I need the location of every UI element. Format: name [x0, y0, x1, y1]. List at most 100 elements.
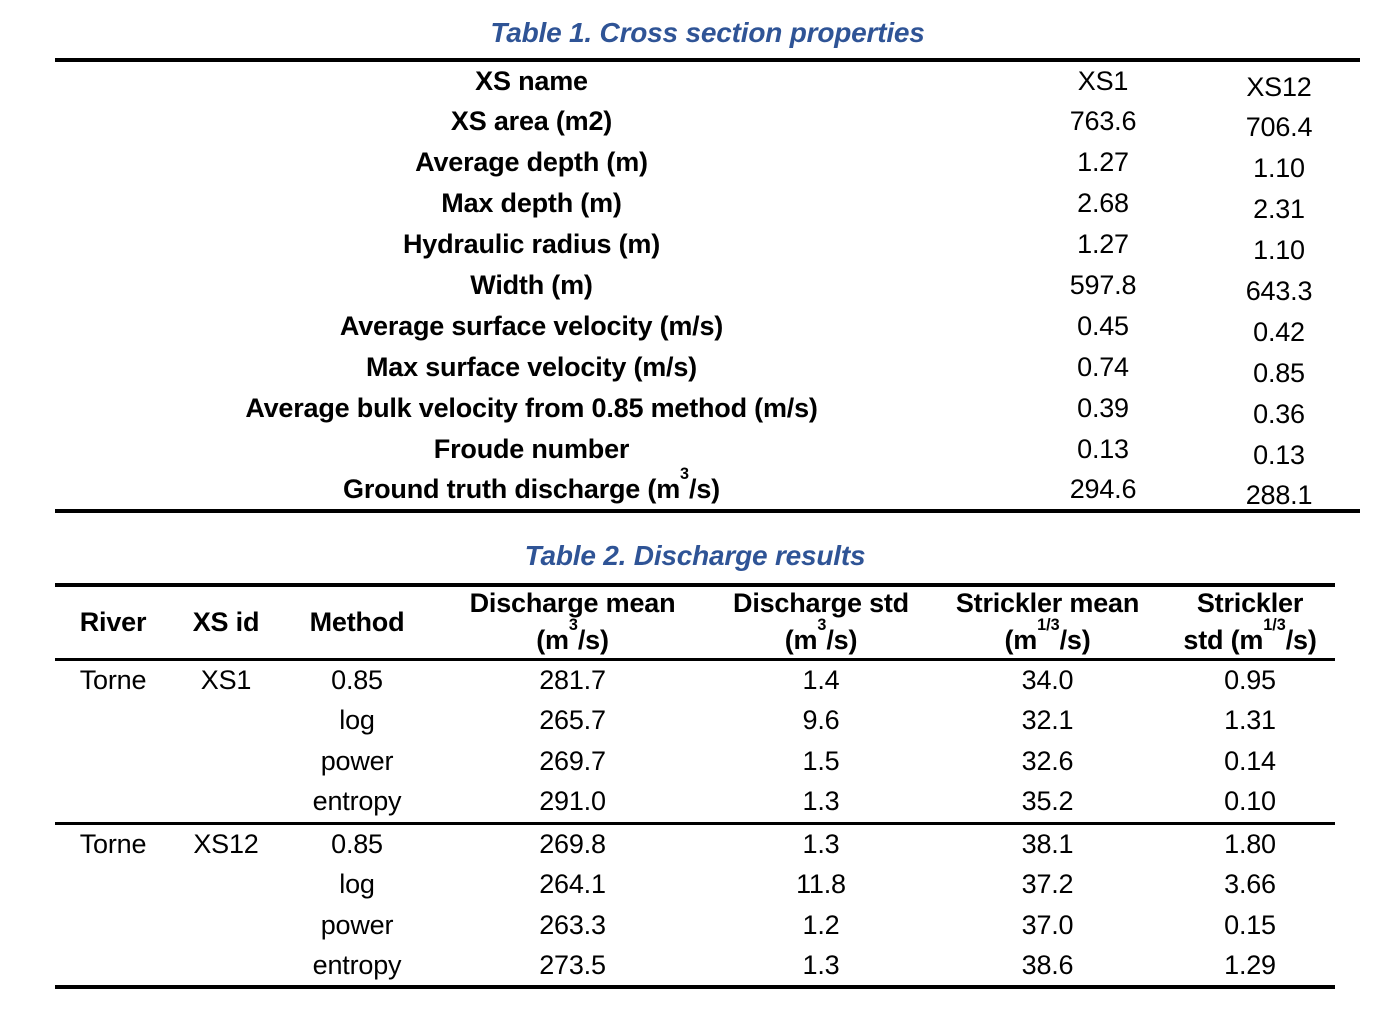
xs12-value-cell: 706.4	[1245, 112, 1313, 142]
cell-discharge-mean: 291.0	[539, 786, 606, 817]
cell-xs-id	[171, 741, 281, 782]
cell-discharge-mean: 269.8	[433, 821, 712, 864]
xs1-value-cell: 1.27	[1077, 147, 1129, 177]
header-row: River XS id Method Discharge mean (m3/s) …	[55, 585, 1335, 661]
cell-river	[55, 782, 171, 823]
table-row: Max surface velocity (m/s) 0.74 0.85	[55, 347, 1360, 388]
row-label-cell: Ground truth discharge (m3/s)	[343, 465, 720, 504]
xs1-value-cell: 0.13	[1077, 434, 1129, 464]
xs12-value-cell: 643.3	[1245, 276, 1313, 306]
cell-river: Torne	[55, 821, 171, 864]
cell-strickler-mean: 37.0	[1021, 910, 1074, 940]
row-label-cell: Average bulk velocity from 0.85 method (…	[245, 393, 818, 423]
cell-river	[55, 700, 171, 741]
row-label-cell: Hydraulic radius (m)	[402, 229, 661, 259]
cell-xs-id	[171, 864, 281, 905]
table-row: Average depth (m) 1.27 1.10	[55, 142, 1360, 183]
cell-strickler-mean: 32.1	[1021, 705, 1074, 735]
cell-strickler-mean: 35.2	[1021, 786, 1074, 817]
cell-strickler-std: 0.14	[1224, 746, 1276, 776]
cell-method: entropy	[312, 786, 402, 817]
cell-river	[55, 946, 171, 987]
row-label-cell: XS name	[475, 66, 588, 96]
row-label-cell: Froude number	[433, 434, 630, 464]
table-row: power 263.3 1.2 37.0 0.15	[55, 905, 1335, 946]
cell-discharge-std: 1.3	[712, 821, 930, 864]
xs12-value-cell: 0.13	[1253, 440, 1305, 470]
table-row: XS area (m2) 763.6 706.4	[55, 101, 1360, 142]
cell-strickler-std: 1.31	[1224, 705, 1276, 735]
xs12-value-cell: 1.10	[1253, 235, 1305, 265]
cell-river: Torne	[79, 664, 147, 695]
cell-method: 0.85	[331, 664, 383, 695]
xs1-value-cell: 2.68	[1077, 188, 1129, 218]
cell-strickler-std: 1.29	[1224, 950, 1276, 980]
table2-caption: Table 2. Discharge results	[524, 540, 866, 571]
cell-strickler-std: 0.95	[1224, 664, 1276, 695]
xs1-value-cell: 597.8	[1069, 270, 1137, 300]
cell-discharge-mean: 265.7	[539, 705, 606, 735]
cell-discharge-mean: 263.3	[539, 910, 606, 940]
table-row: entropy 273.5 1.3 38.6 1.29	[55, 946, 1335, 987]
table1-cross-section-properties: XS name XS1 XS12 XS area (m2) 763.6 706.…	[55, 58, 1360, 513]
cell-discharge-mean: 273.5	[539, 950, 606, 980]
cell-method: log	[339, 705, 375, 735]
cell-river	[55, 864, 171, 905]
table-row: log 264.1 11.8 37.2 3.66	[55, 864, 1335, 905]
cell-strickler-mean: 34.0	[1021, 664, 1074, 695]
cell-xs-id: XS1	[200, 664, 252, 695]
xs12-value-cell: 0.85	[1253, 358, 1305, 388]
cell-discharge-std: 1.2	[802, 910, 840, 940]
table-row: XS name XS1 XS12	[55, 60, 1360, 102]
cell-strickler-mean: 32.6	[1021, 746, 1074, 776]
cell-discharge-mean: 264.1	[539, 869, 606, 899]
cell-discharge-std: 11.8	[796, 869, 846, 899]
cell-discharge-mean: 281.7	[539, 664, 606, 695]
cell-strickler-mean: 38.1	[930, 821, 1165, 864]
cell-xs-id	[171, 700, 281, 741]
cell-strickler-std: 3.66	[1224, 869, 1276, 899]
cell-river	[55, 741, 171, 782]
xs1-value-cell: 1.27	[1077, 229, 1129, 259]
table2-discharge-results: River XS id Method Discharge mean (m3/s) …	[55, 583, 1335, 989]
table-row: power 269.7 1.5 32.6 0.14	[55, 741, 1335, 782]
xs1-value-cell: XS1	[1077, 66, 1129, 96]
xs1-value-cell: 763.6	[1069, 106, 1137, 136]
table-row: Max depth (m) 2.68 2.31	[55, 183, 1360, 224]
cell-method: 0.85	[281, 821, 433, 864]
row-label-cell: Average depth (m)	[415, 147, 648, 177]
cell-strickler-std: 0.15	[1224, 910, 1276, 940]
cell-xs-id	[171, 782, 281, 823]
cell-xs-id: XS12	[171, 821, 281, 864]
document-page: Table 1. Cross section properties XS nam…	[55, 17, 1360, 989]
xs12-value-cell: 0.36	[1253, 399, 1305, 429]
table-row: entropy 291.0 1.3 35.2 0.10	[55, 782, 1335, 823]
table-row: Ground truth discharge (m3/s) 294.6 288.…	[55, 465, 1360, 511]
table1-caption: Table 1. Cross section properties	[490, 17, 925, 48]
cell-method: entropy	[312, 950, 402, 980]
xs12-value-cell: 0.42	[1253, 317, 1305, 347]
cell-strickler-mean: 37.2	[1021, 869, 1074, 899]
table-row: log 265.7 9.6 32.1 1.31	[55, 700, 1335, 741]
cell-discharge-std: 1.3	[802, 786, 840, 817]
col-header-discharge-mean: Discharge mean (m3/s)	[433, 585, 712, 661]
row-label-cell: Max depth (m)	[441, 188, 622, 218]
xs12-value-cell: XS12	[1246, 72, 1312, 102]
cell-discharge-std: 9.6	[802, 705, 840, 735]
cell-discharge-mean: 269.7	[539, 746, 606, 776]
cell-xs-id	[171, 905, 281, 946]
table-row: Average bulk velocity from 0.85 method (…	[55, 388, 1360, 429]
row-label-cell: XS area (m2)	[450, 106, 613, 136]
xs12-value-cell: 2.31	[1253, 194, 1305, 224]
cell-xs-id	[171, 946, 281, 987]
cell-river	[55, 905, 171, 946]
xs12-value-cell: 288.1	[1245, 480, 1313, 510]
table-row: Torne XS1 0.85 281.7 1.4 34.0 0.95	[55, 659, 1335, 700]
col-header-strickler-std: Strickler std (m1/3/s)	[1165, 585, 1335, 661]
row-label-cell: Max surface velocity (m/s)	[366, 352, 697, 382]
cell-method: power	[320, 746, 394, 776]
cell-discharge-std: 1.5	[802, 746, 840, 776]
xs12-value-cell: 1.10	[1253, 153, 1305, 183]
xs1-value-cell: 0.74	[1077, 352, 1129, 382]
cell-method: power	[320, 910, 394, 940]
